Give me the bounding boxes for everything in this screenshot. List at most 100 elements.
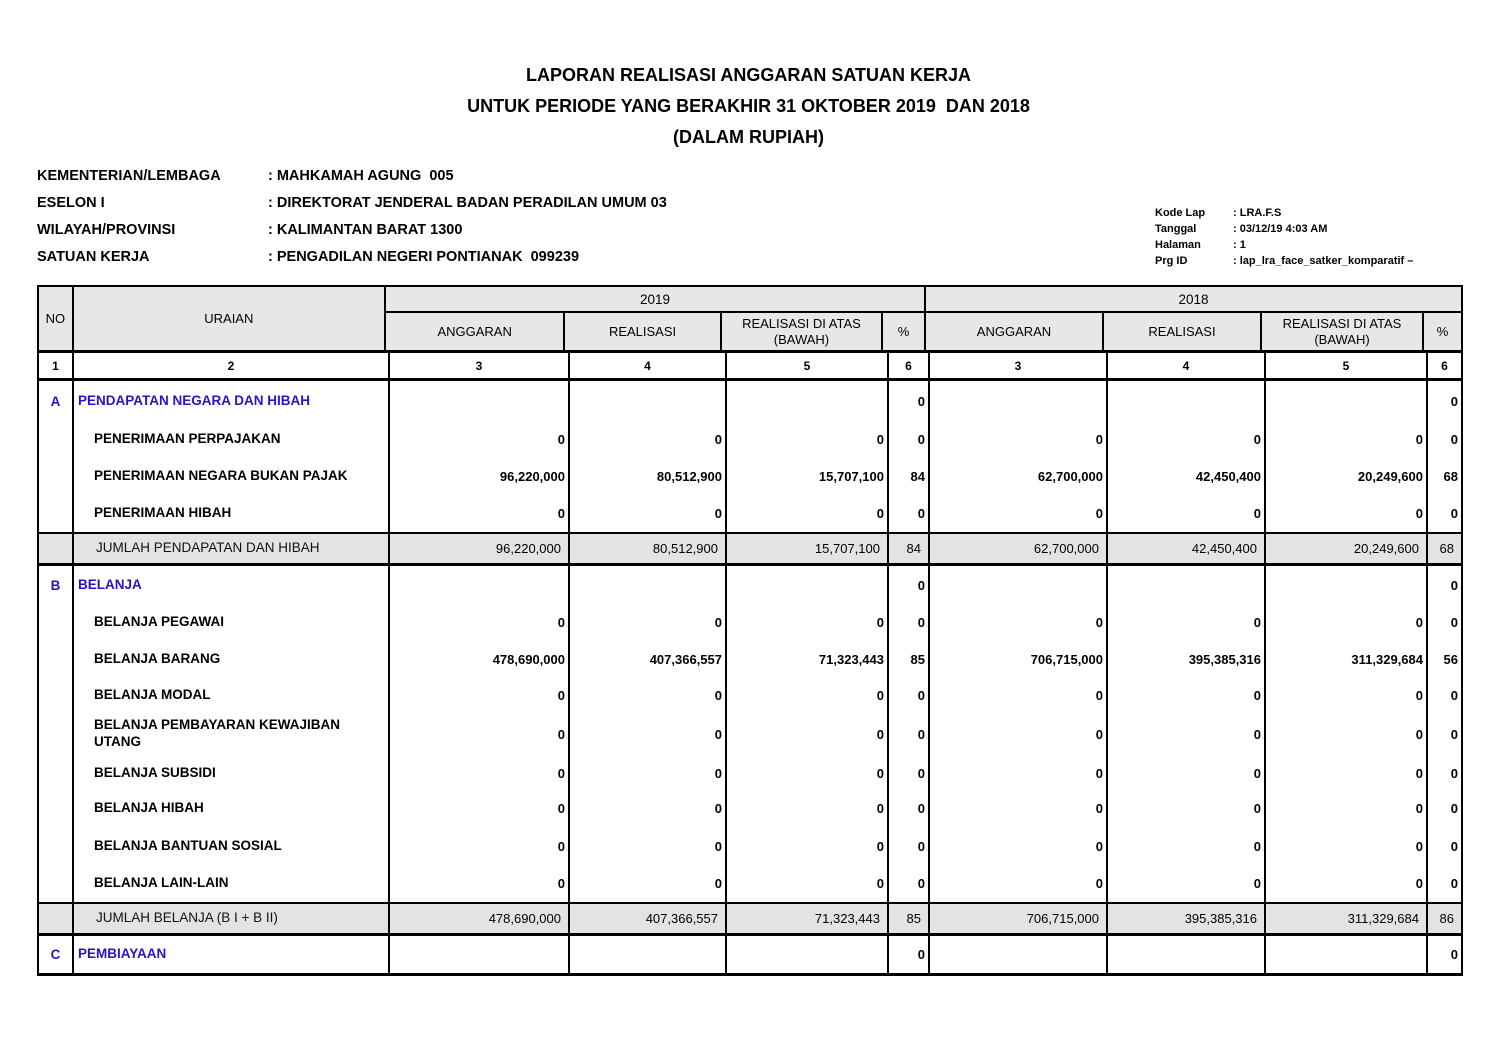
row-no	[39, 790, 74, 827]
header-no: NO	[39, 287, 74, 350]
row-value: 80,512,900	[570, 458, 727, 495]
meta-label: Kode Lap	[1155, 207, 1206, 219]
row-no	[39, 495, 74, 532]
row-value: 15,707,100	[727, 458, 889, 495]
row-label: BELANJA MODAL	[74, 678, 390, 712]
row-value	[570, 936, 727, 973]
row-value: 96,220,000	[390, 534, 570, 563]
row-value: 68	[1439, 541, 1454, 556]
row-value: 0	[570, 827, 727, 865]
row-value: 0	[889, 604, 930, 641]
row-value	[727, 381, 889, 421]
row-value: 0	[930, 495, 1108, 532]
meta-label: Prg ID	[1155, 255, 1188, 267]
row-value	[390, 936, 570, 973]
row-label: PEMBIAYAAN	[74, 936, 390, 973]
row-value: 0	[570, 712, 727, 756]
header-persen-2018: %	[1436, 323, 1449, 339]
table-row: PENERIMAAN HIBAH 0 0 0 0 0 0 0 0	[39, 495, 1461, 532]
title-line-2: UNTUK PERIODE YANG BERAKHIR 31 OKTOBER 2…	[467, 96, 1030, 116]
row-label: PENERIMAAN HIBAH	[74, 495, 390, 532]
row-value: 0	[1450, 615, 1458, 630]
row-value	[930, 936, 1108, 973]
row-value: 85	[889, 641, 930, 678]
header-group-2019: 2019 ANGGARAN REALISASI REALISASI DI ATA…	[386, 287, 926, 350]
col-num: 2	[74, 353, 390, 378]
row-value: 0	[1108, 495, 1266, 532]
report-meta-right: Kode Lap : LRA.F.S Tanggal : 03/12/19 4:…	[1155, 205, 1413, 269]
row-value: 0	[889, 827, 930, 865]
table-row: BELANJA BANTUAN SOSIAL 0 0 0 0 0 0 0 0	[39, 827, 1461, 865]
row-value: 0	[1450, 947, 1458, 962]
row-value: 0	[889, 566, 930, 604]
row-value: 71,323,443	[727, 641, 889, 678]
row-value: 0	[1266, 756, 1428, 790]
row-no	[39, 641, 74, 678]
meta-label: Tanggal	[1155, 223, 1197, 235]
row-value: 0	[390, 712, 570, 756]
row-value: 0	[1108, 712, 1266, 756]
table-row: BELANJA SUBSIDI 0 0 0 0 0 0 0 0	[39, 756, 1461, 790]
row-value: 84	[889, 458, 930, 495]
row-value: 478,690,000	[390, 641, 570, 678]
row-no	[39, 421, 74, 458]
row-value: 0	[727, 865, 889, 902]
row-value: 0	[1450, 577, 1458, 593]
row-value: 706,715,000	[930, 641, 1108, 678]
row-value	[570, 566, 727, 604]
col-num: 3	[930, 353, 1108, 378]
meta-label: KEMENTERIAN/LEMBAGA	[37, 167, 221, 184]
meta-label: ESELON I	[37, 194, 105, 211]
table-row: A PENDAPATAN NEGARA DAN HIBAH 0 0	[39, 381, 1461, 421]
row-value: 0	[1450, 801, 1458, 816]
meta-value: : 03/12/19 4:03 AM	[1233, 223, 1328, 235]
row-value: 0	[390, 421, 570, 458]
header-persen-2019: %	[897, 323, 910, 339]
table-row: BELANJA PEMBAYARAN KEWAJIBAN UTANG 0 0 0 0 0 0…	[39, 712, 1461, 756]
row-no	[39, 865, 74, 902]
header-realisasi-2019: REALISASI	[565, 313, 722, 350]
table-row: PENERIMAAN PERPAJAKAN 0 0 0 0 0 0 0 0	[39, 421, 1461, 458]
row-no	[39, 712, 74, 756]
row-value: 0	[1266, 827, 1428, 865]
row-value: 0	[1108, 678, 1266, 712]
row-value: 0	[1266, 790, 1428, 827]
meta-row-satuan-kerja: SATUAN KERJA : PENGADILAN NEGERI PONTIAN…	[37, 243, 667, 270]
row-value: 0	[1450, 726, 1458, 742]
row-value: 0	[930, 827, 1108, 865]
report-title: LAPORAN REALISASI ANGGARAN SATUAN KERJA …	[0, 60, 1497, 153]
row-value: 0	[1450, 838, 1458, 854]
meta-row-halaman: Halaman : 1	[1155, 237, 1413, 253]
row-value: 0	[727, 827, 889, 865]
title-line-1: LAPORAN REALISASI ANGGARAN SATUAN KERJA	[525, 65, 972, 85]
row-value	[570, 381, 727, 421]
row-no	[39, 604, 74, 641]
header-group-2018: 2018 ANGGARAN REALISASI REALISASI DI ATA…	[926, 287, 1461, 350]
row-value: 62,700,000	[930, 458, 1108, 495]
row-value	[390, 381, 570, 421]
row-value: 0	[1450, 876, 1458, 891]
row-value: 0	[889, 495, 930, 532]
meta-value: : DIREKTORAT JENDERAL BADAN PERADILAN UM…	[268, 194, 667, 211]
row-value: 0	[889, 381, 930, 421]
meta-value: : lap_lra_face_satker_komparatif –	[1233, 255, 1414, 267]
col-num: 4	[1108, 353, 1266, 378]
col-num: 1	[39, 353, 74, 378]
col-num: 5	[727, 353, 889, 378]
row-no	[39, 458, 74, 495]
row-value: 0	[1108, 604, 1266, 641]
row-value: 0	[930, 678, 1108, 712]
row-value: 311,329,684	[1266, 641, 1428, 678]
row-label: PENERIMAAN PERPAJAKAN	[74, 421, 390, 458]
row-value: 395,385,316	[1108, 641, 1266, 678]
row-value: 0	[1108, 865, 1266, 902]
row-value: 0	[390, 865, 570, 902]
row-label: JUMLAH PENDAPATAN DAN HIBAH	[74, 534, 390, 563]
row-label: BELANJA	[74, 566, 390, 604]
row-value: 0	[1266, 495, 1428, 532]
meta-row-wilayah: WILAYAH/PROVINSI : KALIMANTAN BARAT 1300	[37, 216, 667, 243]
header-year-2019: 2019	[386, 287, 924, 313]
table-row: C PEMBIAYAAN 0 0	[39, 936, 1461, 973]
row-value: 0	[390, 604, 570, 641]
